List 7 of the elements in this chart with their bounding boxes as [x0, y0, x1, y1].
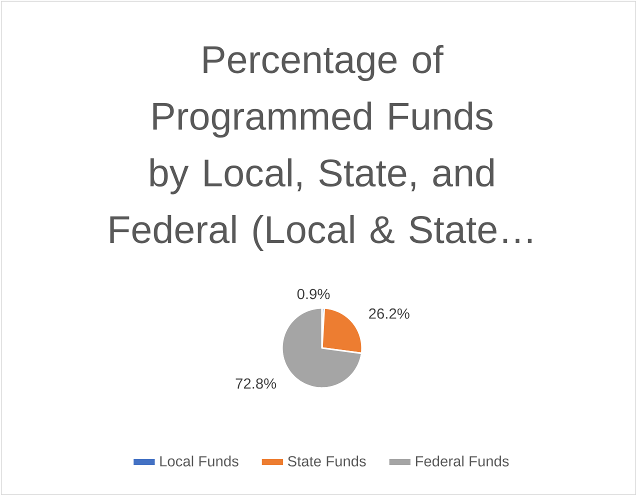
legend-label: Federal Funds: [416, 456, 509, 466]
legend-label: State Funds: [288, 456, 366, 466]
data-label: 0.9%: [297, 288, 330, 300]
legend-label: Local Funds: [160, 456, 238, 466]
chart-title: Percentage of Programmed Funds by Local, State, and Federal (Local & State…: [110, 45, 532, 251]
data-label: 26.2%: [369, 308, 410, 319]
data-label: 72.8%: [236, 378, 276, 389]
